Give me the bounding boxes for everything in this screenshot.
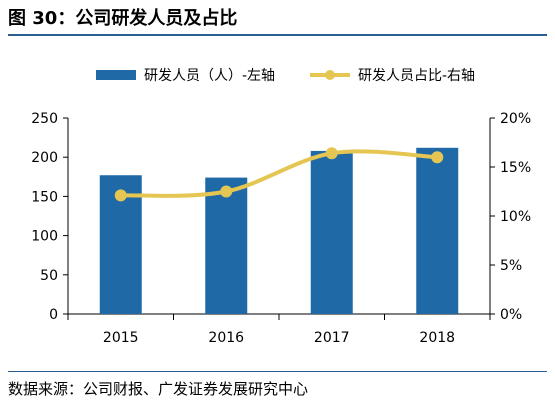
x-axis-tick-label: 2018 (419, 330, 455, 346)
right-axis-tick-label: 10% (500, 209, 531, 225)
legend-bar-swatch (96, 70, 136, 80)
line-series (114, 147, 444, 202)
line-point-2017 (325, 147, 338, 160)
title-divider (8, 34, 547, 36)
right-axis-tick-label: 5% (500, 258, 522, 274)
left-axis-tick-label: 150 (31, 189, 58, 205)
right-axis-tick-label: 20% (500, 111, 531, 127)
bar-2018 (416, 147, 459, 314)
bar-2016 (205, 177, 248, 314)
right-axis-tick-label: 15% (500, 160, 531, 176)
left-axis-tick-label: 50 (40, 268, 58, 284)
right-axis-tick-label: 0% (500, 307, 522, 323)
chart-title: 图 30：公司研发人员及占比 (8, 8, 238, 29)
legend-bar-label: 研发人员（人）-左轴 (144, 68, 275, 84)
right-axis: 0% 5% 10% 15% 20% (489, 111, 531, 323)
bar-2017 (310, 150, 353, 314)
legend-line-label: 研发人员占比-右轴 (358, 68, 475, 84)
left-axis-tick-label: 200 (31, 150, 58, 166)
x-axis-tick-label: 2015 (103, 330, 139, 346)
chart: 研发人员（人）-左轴 研发人员占比-右轴 0 50 100 150 200 250 0% 5%… (31, 68, 531, 346)
left-axis: 0 50 100 150 200 250 (31, 111, 69, 323)
source-divider (8, 371, 547, 372)
left-axis-tick-label: 250 (31, 111, 58, 127)
left-axis-tick-label: 0 (49, 307, 58, 323)
x-axis-tick-label: 2016 (208, 330, 244, 346)
line-point-2016 (220, 185, 233, 198)
bar-series (99, 147, 459, 314)
legend: 研发人员（人）-左轴 研发人员占比-右轴 (96, 68, 475, 84)
x-axis: 2015 2016 2017 2018 (67, 313, 491, 346)
left-axis-tick-label: 100 (31, 229, 58, 245)
legend-line-marker (325, 70, 335, 80)
line-point-2015 (114, 189, 127, 202)
line-path (120, 149, 438, 198)
source-note: 数据来源：公司财报、广发证券发展研究中心 (8, 380, 309, 398)
x-axis-tick-label: 2017 (314, 330, 350, 346)
line-point-2018 (431, 151, 444, 164)
